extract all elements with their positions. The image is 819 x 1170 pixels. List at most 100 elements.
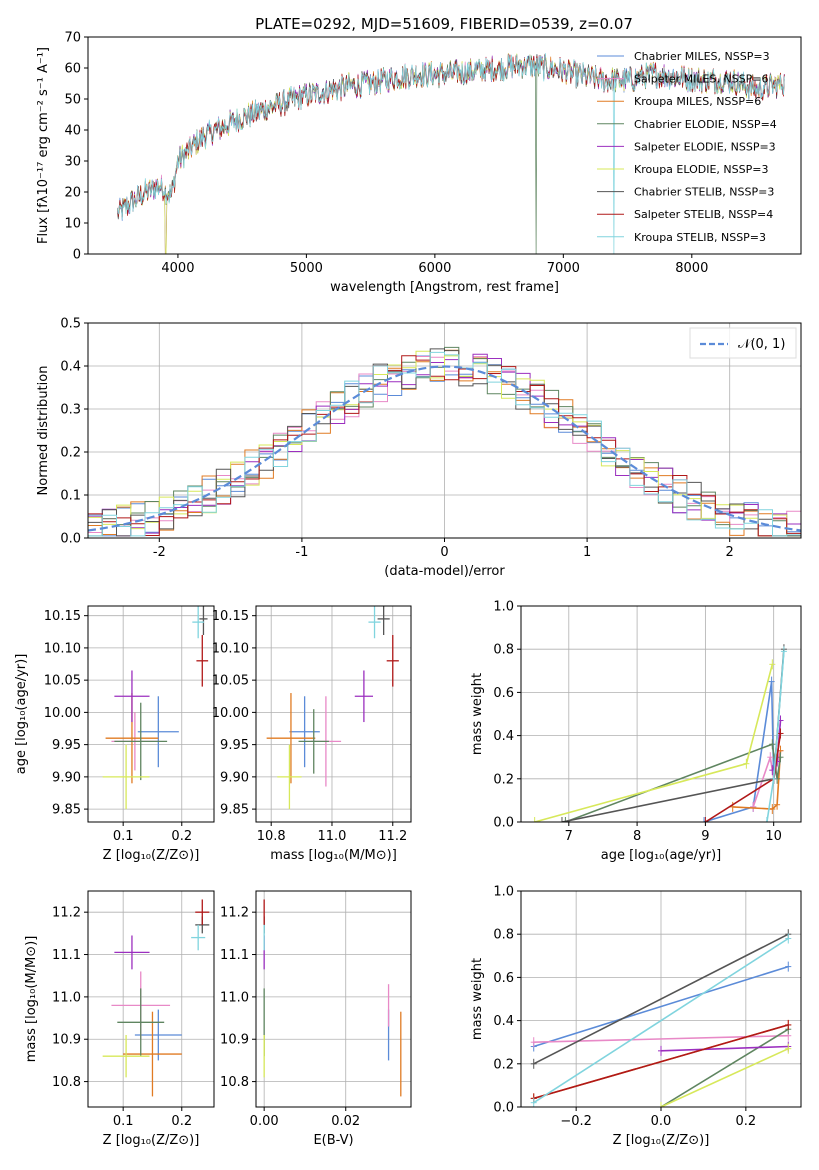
x-tick-label: 0.2 [171,1114,192,1129]
legend-label: Chabrier STELIB, NSSP=3 [634,186,774,199]
errorbar-point [117,988,165,1057]
y-tick-label: 9.90 [52,770,81,785]
z-mass-panel-plot-area [102,899,210,1097]
y-tick-label: 11.0 [220,990,249,1005]
y-tick-label: 60 [64,62,81,77]
y-tick-label: 0.2 [493,1057,514,1072]
y-tick-label: 0.4 [60,360,81,375]
x-tick-label: 0.2 [171,829,192,844]
x-axis-label: Z [log₁₀(Z/Z⊙)] [103,848,200,863]
y-tick-label: 9.90 [220,770,249,785]
x-tick-label: -1 [295,545,308,560]
errorbar-point [123,1011,182,1097]
x-tick-label: 0.1 [113,1114,134,1129]
z-age-panel: 0.1 0.2 9.85 9.90 9.95 10.00 10.05 10.10 10.15 Z … [14,605,215,863]
y-tick-label: 10.9 [220,1033,249,1048]
ebv-mass-panel-frame [255,890,412,1108]
x-tick-label: 0.1 [113,829,134,844]
y-tick-label: 10.10 [44,641,81,656]
legend-label: Salpeter MILES, NSSP=6 [634,73,768,86]
x-tick-label: 8 [633,829,641,844]
y-tick-label: 9.95 [220,738,249,753]
y-tick-label: 0.5 [60,317,81,332]
y-tick-label: 10 [64,217,81,232]
ebv-mass-panel-plot-area [263,899,402,1097]
y-axis-label: mass [log₁₀(M/M⊙)] [24,936,39,1063]
y-tick-label: 10.15 [44,609,81,624]
y-tick-label: 10.9 [52,1033,81,1048]
hist-legend-label: 𝒩(0, 1) [738,337,785,352]
x-axis-label: age [log₁₀(age/yr)] [601,848,722,863]
histogram-panel-plot-area [88,346,801,537]
legend-label: Kroupa MILES, NSSP=6 [634,95,761,108]
z-weight-panel: −0.2 0.0 0.2 0.0 0.2 0.4 0.6 0.8 1.0 Z [log₁₀(Z/Z… [470,885,802,1148]
weight-line [703,681,775,822]
y-tick-label: 10.10 [212,641,249,656]
weight-line [533,937,789,1104]
weight-line [732,750,782,810]
x-axis-label: (data-model)/error [384,564,505,579]
y-tick-label: 0.0 [60,532,81,547]
y-tick-label: 11.2 [52,906,81,921]
errorbar-point [102,744,150,810]
age-weight-panel-frame [520,605,802,823]
spectrum-panel-plot-area [117,53,785,254]
x-tick-label: -2 [153,545,166,560]
x-tick-label: 7000 [547,261,580,276]
x-tick-label: 6000 [418,261,451,276]
y-axis-label: Normed distribution [36,366,51,496]
y-tick-label: 20 [64,186,81,201]
errorbar-point [196,635,209,687]
histogram-step [88,351,801,537]
x-tick-label: 7 [565,829,573,844]
legend-label: Kroupa STELIB, NSSP=3 [634,231,766,244]
weight-line [660,1045,789,1052]
y-tick-label: 1.0 [493,600,514,615]
errorbar-point [114,702,168,781]
normal-curve [88,365,801,532]
y-tick-label: 70 [64,31,81,46]
weight-line [660,1028,789,1107]
y-tick-label: 10.05 [212,674,249,689]
mass-age-panel-plot-area [266,606,399,810]
errorbar-point [192,606,205,639]
x-axis-label: mass [log₁₀(M/M⊙)] [270,848,397,863]
y-tick-label: 0.1 [60,489,81,504]
plot-layer: 4000 5000 6000 7000 8000010203040506070wavel… [14,31,802,1148]
x-axis-label: E(B-V) [313,1133,353,1148]
y-tick-label: 0.3 [60,403,81,418]
errorbar-point [386,635,399,687]
age-weight-panel-plot-area [531,644,787,822]
y-tick-label: 11.1 [220,948,249,963]
x-tick-label: 4000 [161,261,194,276]
y-tick-label: 40 [64,124,81,139]
y-tick-label: 10.15 [212,609,249,624]
z-mass-panel: 0.1 0.2 10.8 10.9 11.0 11.1 11.2 Z [log₁₀(Z/Z⊙)… [24,890,215,1148]
spectrum-panel: 4000 5000 6000 7000 8000 0 10 20 30 40 50 60 70 wavel… [36,31,802,295]
histogram-panel: -2 -1 0 1 2 0.0 0.1 0.2 0.3 0.4 0.5 (data-model)/er… [36,317,802,579]
x-tick-label: −0.2 [560,1114,592,1129]
errorbar-point [102,1035,150,1078]
x-tick-label: 0 [440,545,448,560]
y-tick-label: 10.8 [220,1075,249,1090]
y-tick-label: 0.0 [493,1101,514,1116]
weight-line [533,933,789,1065]
errorbar-point [354,670,374,723]
x-tick-label: 0.00 [250,1114,279,1129]
errorbar-point [298,709,329,774]
weight-line [660,1047,789,1107]
y-tick-label: 0.2 [60,446,81,461]
x-tick-label: 9 [701,829,709,844]
y-tick-label: 0.4 [493,1014,514,1029]
x-axis-label: Z [log₁₀(Z/Z⊙)] [613,1133,710,1148]
legend-label: Salpeter STELIB, NSSP=4 [634,208,773,221]
x-axis-label: wavelength [Angstrom, rest frame] [330,280,559,295]
y-axis-label: Flux [fλ10⁻¹⁷ erg cm⁻² s⁻¹ A⁻¹] [36,47,51,244]
x-tick-label: 2 [726,545,734,560]
y-tick-label: 11.1 [52,948,81,963]
y-axis-label: age [log₁₀(age/yr)] [14,654,29,775]
legend-label: Salpeter ELODIE, NSSP=3 [634,140,776,153]
x-tick-label: 10.8 [257,829,286,844]
x-tick-label: 0.2 [736,1114,757,1129]
